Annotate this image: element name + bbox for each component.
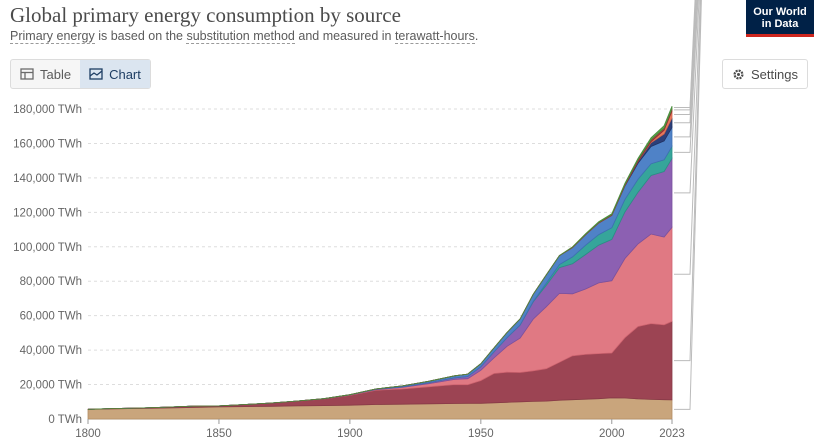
legend-connector	[674, 0, 697, 124]
terawatt-hours-link[interactable]: terawatt-hours	[394, 29, 475, 44]
owid-logo[interactable]: Our World in Data	[746, 0, 814, 37]
settings-label: Settings	[751, 66, 798, 82]
y-tick-label: 160,000 TWh	[13, 138, 82, 150]
legend-connector	[674, 0, 701, 275]
y-tick-label: 0 TWh	[48, 414, 82, 426]
stacked-areas	[87, 105, 673, 420]
table-icon	[20, 68, 34, 80]
x-tick-label: 1900	[337, 428, 363, 440]
y-tick-label: 140,000 TWh	[13, 173, 82, 185]
legend-connector	[674, 0, 696, 111]
subtitle-text-3: .	[474, 29, 479, 43]
x-tick-label: 2023	[659, 428, 685, 440]
legend-connector	[674, 0, 702, 410]
chart-icon	[89, 68, 103, 80]
legend-connector	[674, 0, 700, 194]
y-tick-label: 100,000 TWh	[13, 242, 82, 254]
substitution-method-link[interactable]: substitution method	[186, 29, 295, 44]
tab-table[interactable]: Table	[11, 60, 80, 88]
logo-line-1: Our World	[753, 6, 807, 18]
tab-chart-label: Chart	[109, 66, 141, 82]
x-tick-label: 1850	[206, 428, 232, 440]
area-other-renewables	[87, 105, 673, 410]
legend-connector	[674, 0, 696, 108]
chart-subtitle: Primary energy is based on the substitut…	[10, 29, 479, 44]
legend-connector	[674, 0, 702, 362]
x-axis: 1800 1850 1900 1950 2000 2023	[75, 419, 685, 440]
legend-connector	[674, 0, 699, 153]
y-tick-label: 180,000 TWh	[13, 104, 82, 116]
legend-connector	[674, 0, 698, 138]
y-tick-label: 20,000 TWh	[20, 380, 82, 392]
legend-connector	[674, 0, 697, 115]
x-tick-label: 1950	[468, 428, 494, 440]
y-tick-label: 80,000 TWh	[20, 276, 82, 288]
y-tick-label: 60,000 TWh	[20, 311, 82, 323]
series-legend: Traditional biomassCoalOilNatural gasNuc…	[674, 0, 702, 410]
tab-chart[interactable]: Chart	[80, 60, 150, 88]
y-axis: 0 TWh 20,000 TWh 40,000 TWh 60,000 TWh 80,00…	[13, 104, 82, 426]
primary-energy-link[interactable]: Primary energy	[10, 29, 95, 44]
subtitle-text-1: is based on the	[94, 29, 187, 43]
y-tick-label: 120,000 TWh	[13, 207, 82, 219]
x-tick-label: 1800	[75, 428, 101, 440]
tab-table-label: Table	[40, 66, 72, 82]
x-tick-label: 2000	[599, 428, 625, 440]
chart-title: Global primary energy consumption by sou…	[10, 3, 401, 27]
view-tabs: Table Chart	[10, 59, 151, 89]
gear-icon	[733, 68, 744, 80]
subtitle-text-2: and measured in	[294, 29, 395, 43]
logo-line-2: in Data	[761, 18, 799, 30]
settings-button[interactable]: Settings	[722, 59, 808, 89]
y-tick-label: 40,000 TWh	[20, 345, 82, 357]
